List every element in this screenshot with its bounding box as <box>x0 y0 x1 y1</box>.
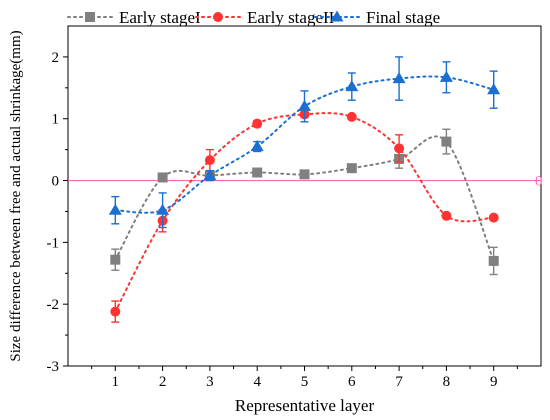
legend-marker <box>213 12 223 22</box>
x-tick-label: 1 <box>112 374 120 390</box>
data-point <box>392 72 406 84</box>
data-point <box>346 111 357 122</box>
data-point <box>157 172 168 183</box>
data-point <box>488 212 499 223</box>
y-axis-label: Size difference between free and actual … <box>8 30 24 361</box>
series-line <box>114 112 495 313</box>
data-point <box>487 83 501 95</box>
x-axis-label: Representative layer <box>235 396 375 415</box>
x-tick-label: 7 <box>395 374 403 390</box>
x-axis-ticks: 1 2 3 4 5 6 7 8 9 <box>91 366 518 390</box>
y-tick-label: 0 <box>52 174 60 190</box>
data-point <box>298 99 311 111</box>
legend-label: Early stageII <box>247 8 335 27</box>
legend-label: Early stageI <box>119 8 201 27</box>
x-tick-label: 8 <box>443 374 451 390</box>
data-point <box>110 306 121 317</box>
zero-reference-label: 0 <box>535 174 543 190</box>
legend-marker <box>85 12 95 22</box>
y-axis-ticks: -3 -2 -1 0 1 2 <box>47 50 68 375</box>
x-tick-label: 2 <box>159 374 167 390</box>
x-tick-label: 3 <box>206 374 214 390</box>
data-point <box>204 155 215 166</box>
series-line <box>114 135 495 262</box>
data-point <box>252 167 263 178</box>
x-tick-label: 5 <box>301 374 309 390</box>
data-point <box>488 255 499 266</box>
legend-label: Final stage <box>366 8 440 27</box>
series-early-stagei <box>110 128 499 276</box>
y-tick-label: -2 <box>47 297 60 313</box>
legend-item: Early stageII <box>195 8 335 27</box>
series-final-stage <box>108 56 501 229</box>
data-point <box>439 70 453 82</box>
series-early-stageii <box>110 109 499 323</box>
legend: Early stageI Early stageII Final stage <box>67 8 440 27</box>
legend-marker <box>330 10 344 22</box>
data-point <box>299 169 310 180</box>
plot-area-frame <box>67 25 542 367</box>
y-tick-label: 2 <box>52 50 60 66</box>
data-point <box>441 210 452 221</box>
y-tick-label: -1 <box>47 235 60 251</box>
data-point <box>441 136 452 147</box>
y-tick-label: -3 <box>47 359 60 375</box>
legend-item: Early stageI <box>67 8 201 27</box>
data-point <box>108 203 122 215</box>
legend-item: Final stage <box>314 8 440 27</box>
data-point <box>346 163 357 174</box>
data-point <box>250 140 264 152</box>
data-point <box>345 80 359 92</box>
x-tick-label: 9 <box>490 374 498 390</box>
series-layer <box>108 56 501 323</box>
x-tick-label: 4 <box>253 374 261 390</box>
data-point <box>252 118 263 129</box>
data-point <box>110 254 121 265</box>
data-point <box>394 143 405 154</box>
x-tick-label: 6 <box>348 374 356 390</box>
y-tick-label: 1 <box>52 112 60 128</box>
data-point <box>156 203 170 215</box>
data-point <box>203 169 217 181</box>
